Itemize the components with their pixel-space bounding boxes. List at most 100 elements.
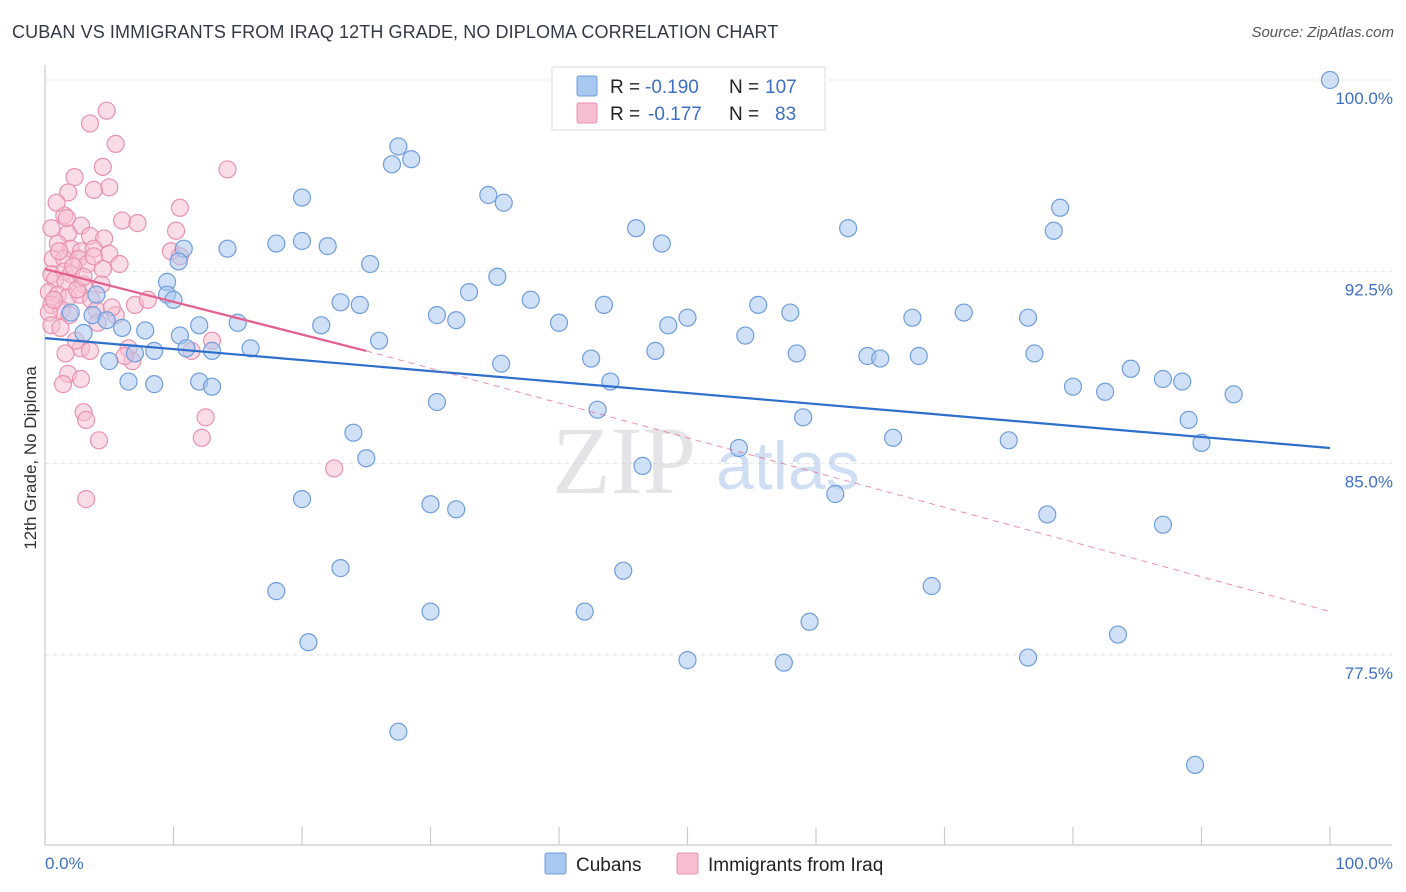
- iraq-point: [84, 247, 103, 266]
- cuban-point: [492, 354, 511, 373]
- cuban-point: [659, 316, 678, 335]
- cuban-point: [145, 341, 164, 360]
- iraq-point: [170, 198, 190, 217]
- trend-line-cubans: [44, 337, 1331, 450]
- series-iraq-points: [39, 101, 344, 509]
- cuban-point: [125, 344, 145, 363]
- series-cubans-points: [61, 70, 1340, 774]
- cuban-point: [826, 484, 845, 504]
- iraq-point: [42, 219, 61, 238]
- cuban-point: [749, 295, 768, 314]
- cuban-point: [736, 326, 755, 345]
- iraq-point: [196, 408, 215, 427]
- cuban-point: [241, 339, 260, 358]
- y-tick-label: 85.0%: [1345, 472, 1393, 491]
- iraq-point: [100, 178, 119, 197]
- cuban-point: [1044, 221, 1063, 240]
- cuban-point: [774, 653, 793, 672]
- cuban-point: [1063, 377, 1083, 396]
- cuban-point: [361, 254, 380, 274]
- cuban-point: [678, 308, 697, 327]
- legend-r-value: -0.177: [648, 104, 702, 125]
- cuban-point: [218, 239, 237, 258]
- cuban-point: [370, 331, 389, 350]
- cuban-point: [729, 438, 749, 458]
- y-tick-label: 92.5%: [1345, 281, 1393, 300]
- source-credit: Source: ZipAtlas.com: [1251, 24, 1394, 41]
- cuban-point: [357, 449, 376, 468]
- cuban-point: [97, 311, 116, 330]
- cuban-point: [488, 267, 507, 286]
- cuban-point: [575, 602, 594, 621]
- iraq-point: [93, 157, 112, 176]
- cuban-point: [1121, 359, 1140, 378]
- iraq-point: [84, 180, 103, 199]
- cuban-point: [331, 293, 350, 312]
- legend-n-value: 83: [775, 104, 796, 125]
- cuban-point: [646, 341, 665, 360]
- iraq-point: [47, 193, 66, 212]
- cuban-point: [1038, 505, 1057, 524]
- cuban-point: [794, 408, 813, 427]
- legend-r-value: -0.190: [645, 77, 699, 98]
- cuban-point: [312, 316, 331, 335]
- legend-n-label: N =: [729, 104, 759, 125]
- cuban-point: [267, 234, 286, 253]
- cuban-point: [521, 290, 540, 309]
- cuban-point: [909, 346, 928, 366]
- cuban-point: [922, 576, 941, 596]
- cuban-point: [421, 495, 440, 514]
- x-tick-labels: 0.0% 100.0%: [45, 854, 1393, 873]
- cuban-point: [787, 344, 806, 363]
- cuban-point: [382, 155, 402, 174]
- cuban-point: [459, 283, 479, 302]
- iraq-point: [80, 341, 100, 360]
- cuban-point: [594, 295, 614, 314]
- cuban-point: [202, 377, 222, 396]
- cuban-point: [1192, 433, 1211, 452]
- cuban-point: [1018, 308, 1038, 327]
- trend-line-iraq: [44, 268, 367, 352]
- stats-legend: R = -0.190 N = 107 R = -0.177 N = 83: [551, 66, 826, 131]
- legend-r-label: R =: [610, 77, 640, 98]
- series-legend: Cubans Immigrants from Iraq: [544, 852, 883, 876]
- cuban-point: [871, 349, 890, 368]
- legend-label-cubans: Cubans: [576, 855, 642, 876]
- iraq-point: [50, 242, 69, 261]
- cuban-point: [1153, 515, 1173, 534]
- legend-label-iraq: Immigrants from Iraq: [708, 855, 883, 876]
- cuban-point: [299, 633, 318, 652]
- cuban-point: [427, 306, 447, 325]
- cuban-point: [800, 612, 819, 631]
- chart-title: CUBAN VS IMMIGRANTS FROM IRAQ 12TH GRADE…: [12, 22, 779, 42]
- cuban-point: [1018, 648, 1038, 667]
- cuban-point: [190, 316, 209, 335]
- cuban-point: [169, 252, 188, 271]
- cuban-point: [344, 423, 363, 442]
- cuban-point: [177, 339, 196, 358]
- legend-marker-iraq: [676, 852, 699, 875]
- cuban-point: [74, 323, 93, 343]
- cuban-point: [267, 582, 286, 601]
- cuban-point: [292, 188, 312, 207]
- iraq-point: [71, 369, 91, 389]
- cuban-point: [1051, 198, 1070, 217]
- cuban-point: [145, 375, 164, 394]
- iraq-point: [97, 101, 116, 120]
- cuban-point: [136, 321, 155, 340]
- cuban-point: [626, 219, 646, 238]
- cuban-point: [350, 295, 369, 314]
- cuban-point: [1173, 372, 1192, 391]
- cuban-point: [1025, 344, 1044, 363]
- cuban-point: [633, 456, 652, 475]
- cuban-point: [87, 285, 106, 304]
- iraq-point: [51, 318, 70, 337]
- cuban-point: [479, 185, 498, 205]
- cuban-point: [1096, 382, 1115, 401]
- iraq-point: [128, 214, 147, 233]
- y-tick-labels: 77.5% 85.0% 92.5% 100.0%: [1335, 89, 1393, 683]
- y-tick-label: 100.0%: [1335, 89, 1393, 108]
- y-axis-title: 12th Grade, No Diploma: [21, 366, 40, 550]
- legend-swatch-iraq: [576, 102, 598, 124]
